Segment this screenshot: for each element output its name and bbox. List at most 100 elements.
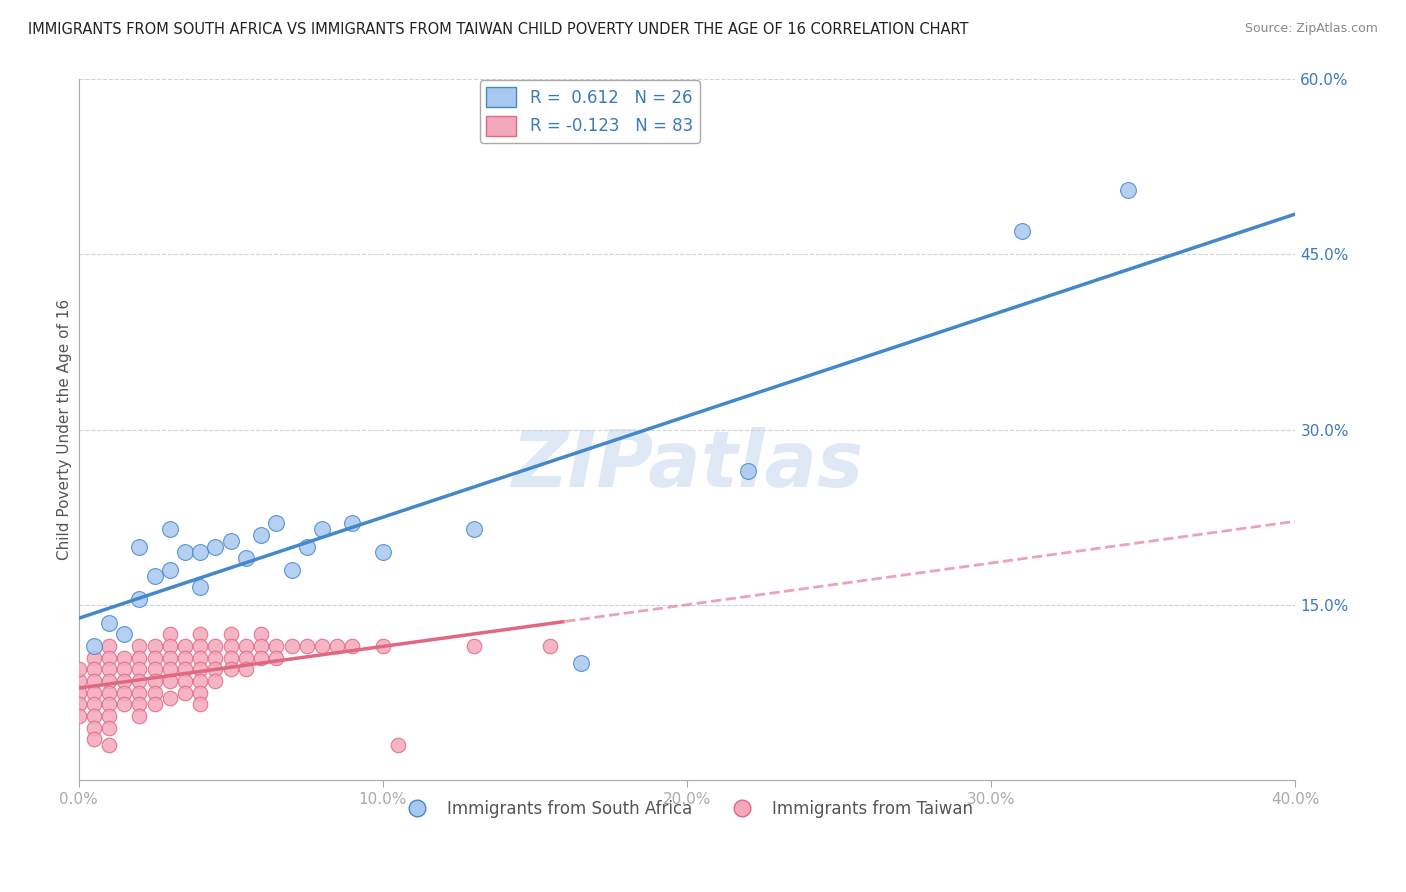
Point [280,639,302,653]
Point [280,563,302,577]
Point [342,639,364,653]
Point [98,650,121,665]
Point [188,698,211,712]
Point [1116,183,1139,197]
Point [219,533,242,548]
Point [463,522,485,536]
Point [67,673,90,688]
Point [112,685,135,699]
Point [159,673,181,688]
Text: Source: ZipAtlas.com: Source: ZipAtlas.com [1244,22,1378,36]
Point [569,657,592,671]
Point [250,627,273,641]
Point [143,673,166,688]
Point [266,639,288,653]
Point [83,721,105,735]
Point [250,650,273,665]
Point [342,516,364,530]
Point [737,464,759,478]
Point [188,581,211,595]
Point [67,709,90,723]
Point [98,673,121,688]
Point [250,639,273,653]
Point [143,662,166,676]
Point [235,662,257,676]
Point [83,650,105,665]
Point [112,698,135,712]
Point [67,685,90,699]
Point [159,522,181,536]
Legend: Immigrants from South Africa, Immigrants from Taiwan: Immigrants from South Africa, Immigrants… [394,793,980,824]
Point [235,551,257,566]
Point [128,673,150,688]
Point [112,673,135,688]
Point [83,709,105,723]
Point [266,516,288,530]
Point [235,650,257,665]
Point [174,650,197,665]
Point [128,650,150,665]
Point [174,545,197,559]
Point [188,545,211,559]
Point [219,662,242,676]
Point [98,615,121,630]
Point [311,522,333,536]
Point [112,662,135,676]
Point [204,639,226,653]
Point [174,673,197,688]
Point [67,662,90,676]
Point [98,639,121,653]
Point [98,721,121,735]
Point [463,639,485,653]
Point [98,709,121,723]
Point [188,685,211,699]
Point [83,732,105,747]
Point [83,662,105,676]
Point [295,639,318,653]
Point [188,627,211,641]
Point [159,650,181,665]
Y-axis label: Child Poverty Under the Age of 16: Child Poverty Under the Age of 16 [58,299,72,560]
Point [250,528,273,542]
Point [159,639,181,653]
Point [204,650,226,665]
Point [128,709,150,723]
Point [204,540,226,554]
Text: IMMIGRANTS FROM SOUTH AFRICA VS IMMIGRANTS FROM TAIWAN CHILD POVERTY UNDER THE A: IMMIGRANTS FROM SOUTH AFRICA VS IMMIGRAN… [28,22,969,37]
Point [387,738,409,752]
Point [128,662,150,676]
Point [159,563,181,577]
Point [159,627,181,641]
Point [112,627,135,641]
Point [204,673,226,688]
Point [174,685,197,699]
Point [1011,224,1033,238]
Point [128,639,150,653]
Point [235,639,257,653]
Point [83,698,105,712]
Point [83,685,105,699]
Point [188,639,211,653]
Point [188,662,211,676]
Point [219,627,242,641]
Point [326,639,349,653]
Point [219,639,242,653]
Point [143,568,166,582]
Point [159,662,181,676]
Point [204,662,226,676]
Point [538,639,561,653]
Point [143,698,166,712]
Point [128,698,150,712]
Point [295,540,318,554]
Point [98,662,121,676]
Point [112,650,135,665]
Point [143,685,166,699]
Point [143,650,166,665]
Point [159,691,181,706]
Point [371,545,394,559]
Point [83,639,105,653]
Point [98,738,121,752]
Point [174,639,197,653]
Point [219,650,242,665]
Text: ZIPatlas: ZIPatlas [510,426,863,503]
